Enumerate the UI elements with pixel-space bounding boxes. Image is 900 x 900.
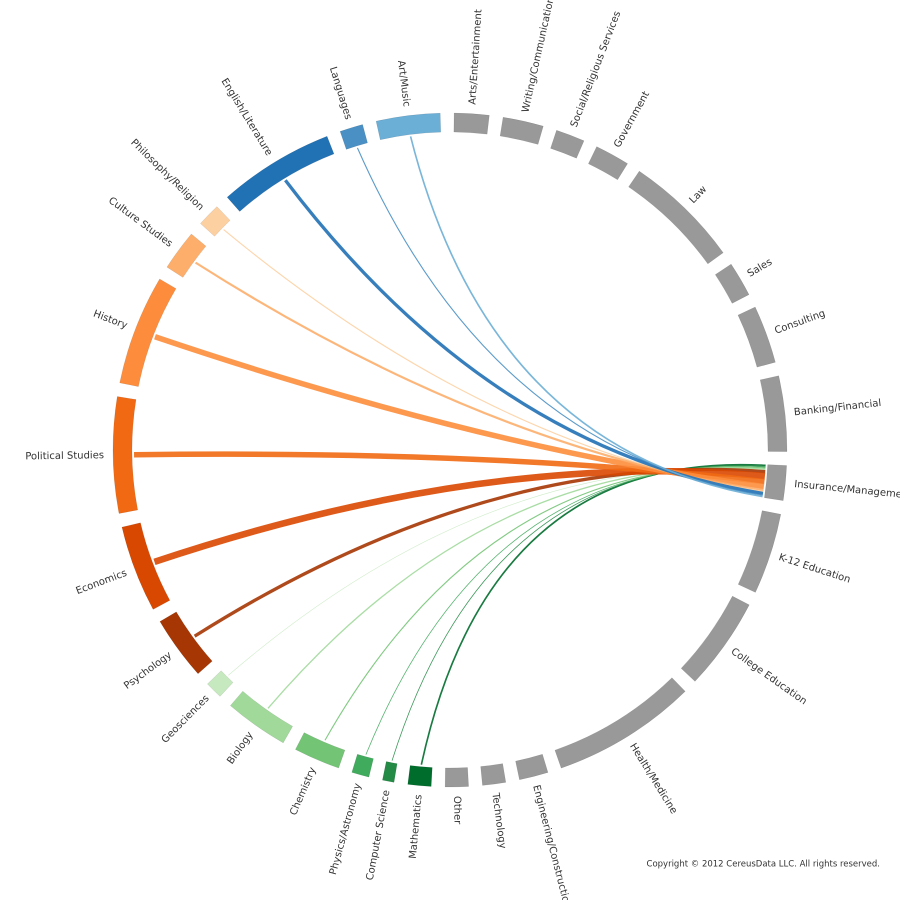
arc-segment: [200, 206, 231, 237]
arc-segment: [339, 124, 368, 150]
arc-segment: [588, 146, 628, 181]
chord: [391, 465, 766, 761]
segment-label: English/Literature: [219, 77, 274, 158]
segment-label: Writing/Communication: [520, 0, 556, 114]
arc-segment: [737, 306, 776, 368]
arc-segment: [230, 690, 293, 744]
arc-segment: [207, 670, 234, 697]
arc-segment: [166, 233, 207, 278]
arc-segment: [226, 135, 335, 212]
arc-segment: [759, 375, 788, 452]
chord: [365, 465, 766, 755]
segment-label: Mathematics: [408, 794, 425, 859]
segment-label: Health/Medicine: [627, 742, 679, 817]
arc-segment: [628, 170, 724, 265]
segment-label: Geosciences: [160, 693, 212, 746]
segment-label: Culture Studies: [106, 195, 174, 249]
arc-segment: [550, 129, 585, 159]
segment-label: Chemistry: [288, 766, 318, 817]
segment-label: K-12 Education: [777, 552, 852, 586]
arc-segment: [375, 112, 442, 141]
arc-segment: [453, 112, 490, 135]
segment-label: Computer Science: [365, 789, 393, 881]
arc-segment: [680, 595, 750, 682]
segment-label: College Education: [729, 646, 809, 707]
segment-label: History: [92, 309, 129, 332]
chord: [409, 136, 763, 498]
segment-label: Languages: [327, 66, 354, 121]
segment-label: Banking/Financial: [793, 398, 881, 418]
segment-label: Government: [612, 90, 652, 150]
segment-label: Biology: [225, 730, 255, 767]
segment-label: Technology: [489, 791, 507, 849]
arc-segment: [121, 522, 171, 610]
chord: [356, 147, 763, 496]
segment-label: Political Studies: [25, 450, 104, 462]
arc-segment: [407, 765, 433, 787]
arc-segment: [295, 732, 346, 769]
chord: [420, 463, 766, 765]
arc-segment: [480, 763, 507, 786]
segment-label: Art/Music: [395, 60, 412, 108]
segment-label: Arts/Entertainment: [467, 9, 484, 105]
segment-label: Psychology: [122, 650, 174, 692]
segment-label: Physics/Astronomy: [328, 782, 364, 876]
chord: [153, 467, 766, 566]
arc-segment: [112, 396, 138, 514]
segment-label: Other: [451, 796, 463, 826]
chords: [133, 136, 766, 765]
segment-label: Economics: [74, 568, 128, 597]
arc-segment: [714, 263, 750, 304]
arc-segment: [764, 464, 787, 501]
chord: [133, 451, 765, 485]
segment-label: Law: [687, 184, 709, 206]
arc-segment: [119, 278, 177, 387]
segment-label: Consulting: [773, 308, 827, 337]
copyright: Copyright © 2012 CereusData LLC. All rig…: [647, 860, 880, 870]
segment-label: Philosophy/Religion: [128, 137, 205, 213]
arc-segment: [499, 116, 544, 145]
arc-segment: [554, 677, 686, 769]
segment-label: Engineering/Construction: [530, 784, 572, 900]
segment-label: Insurance/Management: [794, 479, 900, 502]
arc-segment: [159, 611, 213, 675]
arc-segment: [351, 753, 374, 778]
arc-segment: [382, 761, 398, 783]
segment-label: Sales: [746, 257, 775, 280]
arc-segment: [515, 753, 549, 781]
arc-segment: [444, 767, 469, 788]
segment-label: Social/Religious Services: [569, 10, 623, 129]
arc-segment: [737, 510, 782, 593]
